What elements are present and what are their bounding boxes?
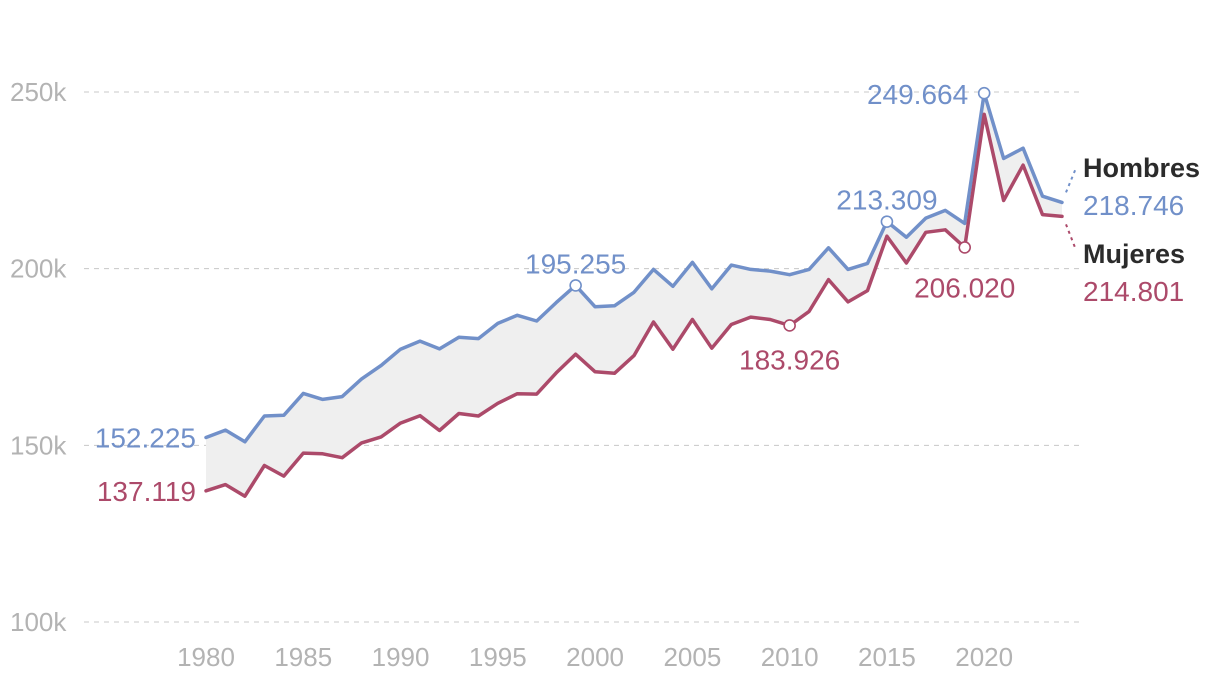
value-label: 152.225	[95, 422, 196, 453]
value-label: 206.020	[914, 272, 1015, 303]
x-tick-label: 2020	[955, 642, 1013, 672]
value-marker	[783, 319, 796, 332]
value-marker	[569, 279, 582, 292]
x-tick-label: 2005	[663, 642, 721, 672]
x-tick-label: 2000	[566, 642, 624, 672]
y-tick-label: 150k	[10, 430, 67, 460]
value-label: 249.664	[867, 79, 968, 110]
x-tick-label: 1985	[274, 642, 332, 672]
value-marker	[977, 86, 991, 100]
value-label: 195.255	[525, 248, 626, 279]
legend-value-mujeres: 214.801	[1083, 276, 1184, 307]
legend-leader-mujeres	[1065, 224, 1077, 251]
value-label: 213.309	[836, 185, 937, 216]
series-line-mujeres	[204, 112, 1064, 498]
x-tick-label: 2015	[858, 642, 916, 672]
grid-layer: 100k 150k 200k 250k 1980 1985 1990 1995 2000 2005…	[10, 77, 1082, 672]
x-tick-label: 1995	[469, 642, 527, 672]
y-tick-label: 250k	[10, 77, 67, 107]
legend-value-hombres: 218.746	[1083, 190, 1184, 221]
gap-band	[206, 93, 1062, 497]
label-layer: 152.225 137.119 195.255 183.926 213.309 206.0…	[95, 79, 1200, 507]
value-marker	[880, 215, 894, 228]
band-layer	[206, 93, 1062, 497]
value-marker	[958, 241, 972, 254]
x-tick-label: 2010	[761, 642, 819, 672]
x-tick-label: 1980	[177, 642, 235, 672]
value-label: 137.119	[97, 476, 196, 507]
y-tick-label: 200k	[10, 254, 67, 284]
line-layer	[204, 91, 1064, 498]
legend-name-hombres: Hombres	[1083, 153, 1200, 183]
y-tick-label: 100k	[10, 607, 67, 637]
series-line-hombres	[204, 91, 1064, 444]
value-label: 183.926	[739, 344, 840, 375]
x-tick-label: 1990	[372, 642, 430, 672]
legend-leader-hombres	[1065, 167, 1077, 193]
legend-name-mujeres: Mujeres	[1083, 239, 1185, 269]
marker-layer	[569, 86, 991, 332]
